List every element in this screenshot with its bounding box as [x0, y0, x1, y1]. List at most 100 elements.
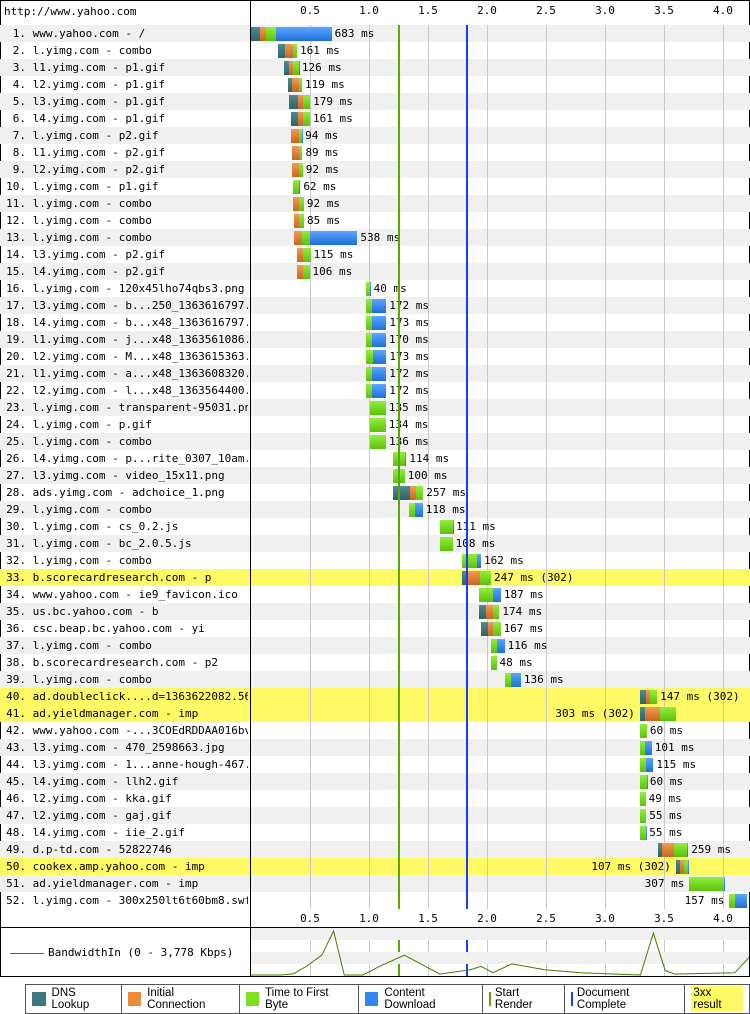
- connect-segment: [409, 486, 416, 500]
- ttfb-segment: [683, 860, 688, 874]
- duration-label: 136 ms: [388, 435, 429, 448]
- legend: DNS Lookup Initial Connection Time to Firs…: [25, 984, 750, 1014]
- request-label[interactable]: 39. l.yimg.com - combo: [0, 671, 248, 688]
- request-number: 38.: [6, 656, 26, 669]
- connect-segment: [293, 214, 299, 228]
- request-label[interactable]: 33. b.scorecardresearch.com - p: [0, 569, 248, 586]
- request-label[interactable]: 10. l.yimg.com - p1.gif: [0, 178, 248, 195]
- request-label[interactable]: 30. l.yimg.com - cs_0.2.js: [0, 518, 248, 535]
- request-number: 21.: [6, 367, 26, 380]
- request-label[interactable]: 48. l4.yimg.com - iie_2.gif: [0, 824, 248, 841]
- request-label[interactable]: 49. d.p-td.com - 52822746: [0, 841, 248, 858]
- table-row: [0, 569, 750, 586]
- request-label[interactable]: 8. l1.yimg.com - p2.gif: [0, 144, 248, 161]
- request-label[interactable]: 43. l3.yimg.com - 470_2598663.jpg: [0, 739, 248, 756]
- duration-label: 172 ms: [389, 384, 429, 397]
- request-label[interactable]: 47. l2.yimg.com - gaj.gif: [0, 807, 248, 824]
- request-number: 12.: [6, 214, 26, 227]
- ttfb-segment: [299, 129, 302, 143]
- request-label[interactable]: 46. l2.yimg.com - kka.gif: [0, 790, 248, 807]
- request-label[interactable]: 36. csc.beap.bc.yahoo.com - yi: [0, 620, 248, 637]
- request-label[interactable]: 32. l.yimg.com - combo: [0, 552, 248, 569]
- request-label[interactable]: 45. l4.yimg.com - llh2.gif: [0, 773, 248, 790]
- request-label[interactable]: 38. b.scorecardresearch.com - p2: [0, 654, 248, 671]
- duration-label: 60 ms: [649, 775, 683, 788]
- request-label[interactable]: 52. l.yimg.com - 300x250lt6t60bm8.swf: [0, 892, 248, 909]
- request-label[interactable]: 51. ad.yieldmanager.com - imp: [0, 875, 248, 892]
- ttfb-segment: [301, 231, 310, 245]
- connect-segment: [293, 197, 300, 211]
- connect-segment: [291, 146, 299, 160]
- request-label[interactable]: 12. l.yimg.com - combo: [0, 212, 248, 229]
- request-number: 13.: [6, 231, 26, 244]
- request-label[interactable]: 23. l.yimg.com - transparent-95031.png: [0, 399, 248, 416]
- request-label[interactable]: 15. l4.yimg.com - p2.gif: [0, 263, 248, 280]
- request-label[interactable]: 6. l4.yimg.com - p1.gif: [0, 110, 248, 127]
- request-label[interactable]: 16. l.yimg.com - 120x45lho74qbs3.png: [0, 280, 248, 297]
- request-bar: 173 ms: [0, 348, 750, 365]
- download-segment: [686, 843, 689, 857]
- request-label[interactable]: 25. l.yimg.com - combo: [0, 433, 248, 450]
- request-url: ads.yimg.com - adchoice_1.png: [26, 486, 225, 499]
- request-bar: 118 ms: [0, 501, 750, 518]
- request-bar: 55 ms: [0, 807, 750, 824]
- request-label[interactable]: 21. l1.yimg.com - a...x48_1363608320.jpg: [0, 365, 248, 382]
- request-label[interactable]: 28. ads.yimg.com - adchoice_1.png: [0, 484, 248, 501]
- request-number: 14.: [6, 248, 26, 261]
- request-label[interactable]: 44. l3.yimg.com - 1...anne-hough-467.jpg: [0, 756, 248, 773]
- request-label[interactable]: 5. l3.yimg.com - p1.gif: [0, 93, 248, 110]
- request-label[interactable]: 3. l1.yimg.com - p1.gif: [0, 59, 248, 76]
- ttfb-segment: [490, 639, 497, 653]
- request-label[interactable]: 24. l.yimg.com - p.gif: [0, 416, 248, 433]
- axis-tick-label-top: 2.0: [477, 4, 497, 17]
- request-label[interactable]: 19. l1.yimg.com - j...x48_1363561086.jpg: [0, 331, 248, 348]
- request-label[interactable]: 4. l2.yimg.com - p1.gif: [0, 76, 248, 93]
- request-bar: 172 ms: [0, 382, 750, 399]
- duration-label: 107 ms (302): [591, 860, 671, 873]
- request-label[interactable]: 1. www.yahoo.com - /: [0, 25, 248, 42]
- duration-label: 115 ms: [313, 248, 354, 261]
- request-label[interactable]: 2. l.yimg.com - combo: [0, 42, 248, 59]
- ttfb-segment: [292, 44, 297, 58]
- duration-label: 179 ms: [313, 95, 353, 108]
- request-bar: 174 ms: [0, 603, 750, 620]
- document-complete-line: [465, 25, 468, 909]
- request-label[interactable]: 13. l.yimg.com - combo: [0, 229, 248, 246]
- request-label[interactable]: 27. l3.yimg.com - video_15x11.png: [0, 467, 248, 484]
- duration-label: 161 ms: [313, 112, 353, 125]
- request-label[interactable]: 34. www.yahoo.com - ie9_favicon.ico: [0, 586, 248, 603]
- download-segment: [371, 384, 387, 398]
- request-number: 29.: [6, 503, 26, 516]
- connect-segment: [297, 112, 303, 126]
- request-number: 50.: [6, 860, 26, 873]
- request-label[interactable]: 17. l3.yimg.com - b...250_1363616797.jpg: [0, 297, 248, 314]
- request-bar: 49 ms: [0, 790, 750, 807]
- request-label[interactable]: 50. cookex.amp.yahoo.com - imp: [0, 858, 248, 875]
- request-url: l.yimg.com - 120x45lho74qbs3.png: [26, 282, 245, 295]
- request-label[interactable]: 31. l.yimg.com - bc_2.0.5.js: [0, 535, 248, 552]
- request-label[interactable]: 11. l.yimg.com - combo: [0, 195, 248, 212]
- request-label[interactable]: 22. l2.yimg.com - l...x48_1363564400.jpg: [0, 382, 248, 399]
- request-url: l2.yimg.com - p2.gif: [26, 163, 166, 176]
- request-label[interactable]: 35. us.bc.yahoo.com - b: [0, 603, 248, 620]
- request-bar: 135 ms: [0, 399, 750, 416]
- request-label[interactable]: 37. l.yimg.com - combo: [0, 637, 248, 654]
- request-label[interactable]: 9. l2.yimg.com - p2.gif: [0, 161, 248, 178]
- request-label[interactable]: 18. l4.yimg.com - b...x48_1363616797.jpg: [0, 314, 248, 331]
- request-label[interactable]: 41. ad.yieldmanager.com - imp: [0, 705, 248, 722]
- request-label[interactable]: 14. l3.yimg.com - p2.gif: [0, 246, 248, 263]
- request-number: 7.: [12, 129, 26, 142]
- ttfb-segment: [365, 350, 373, 364]
- request-label[interactable]: 7. l.yimg.com - p2.gif: [0, 127, 248, 144]
- request-label[interactable]: 42. www.yahoo.com -...3COEdRDDAA016bvZx4: [0, 722, 248, 739]
- duration-label: 134 ms: [388, 418, 429, 431]
- connect-segment: [284, 44, 293, 58]
- request-label[interactable]: 20. l2.yimg.com - M...x48_1363615363.jpg: [0, 348, 248, 365]
- request-label[interactable]: 29. l.yimg.com - combo: [0, 501, 248, 518]
- table-row: [0, 467, 750, 484]
- request-label[interactable]: 40. ad.doubleclick....d=1363622082.56279: [0, 688, 248, 705]
- request-number: 33.: [6, 571, 26, 584]
- duration-label: 40 ms: [373, 282, 407, 295]
- axis-tick-label-bottom: 3.0: [595, 912, 615, 925]
- request-label[interactable]: 26. l4.yimg.com - p...rite_0307_10am.png: [0, 450, 248, 467]
